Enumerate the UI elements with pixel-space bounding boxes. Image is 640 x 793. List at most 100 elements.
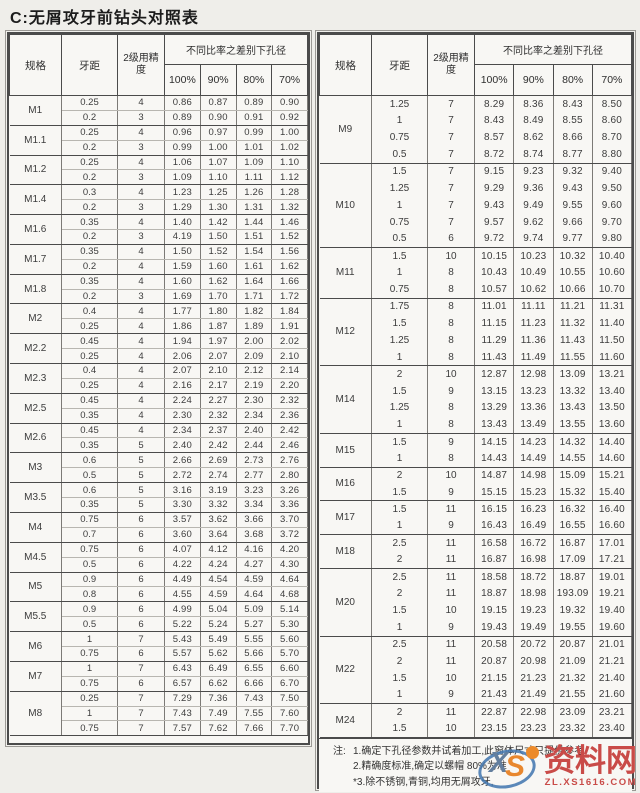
diameter-90-cell: 16.23 xyxy=(513,500,554,518)
table-row: 0.35 4 2.30 2.32 2.34 2.36 xyxy=(10,408,308,424)
precision-cell: 4 xyxy=(117,274,165,290)
precision-cell: 6 xyxy=(117,646,165,662)
pitch-cell: 0.2 xyxy=(61,110,118,126)
precision-cell: 8 xyxy=(427,281,475,299)
diameter-70-cell: 13.50 xyxy=(591,399,633,417)
pitch-cell: 0.75 xyxy=(61,720,118,737)
precision-column-header: 2级用精度 xyxy=(117,34,165,96)
diameter-70-cell: 6.70 xyxy=(271,676,308,692)
diameter-80-cell: 1.26 xyxy=(235,184,273,201)
diameter-80-cell: 10.32 xyxy=(552,247,593,265)
precision-cell: 5 xyxy=(117,497,165,513)
table-row: 1 8 14.43 14.49 14.55 14.60 xyxy=(320,450,633,468)
diameter-80-cell: 13.09 xyxy=(552,365,593,383)
pitch-cell: 1.5 xyxy=(371,602,428,620)
diameter-90-cell: 1.62 xyxy=(199,274,237,290)
diameter-90-cell: 18.72 xyxy=(513,568,554,586)
diameter-70-cell: 1.46 xyxy=(271,214,308,231)
spec-cell: M1.4 xyxy=(9,184,62,216)
diameter-100-cell: 14.87 xyxy=(473,467,515,484)
diameter-80-cell: 9.77 xyxy=(552,230,593,249)
precision-cell: 10 xyxy=(427,247,475,265)
diameter-90-cell: 5.49 xyxy=(199,631,237,647)
diameter-70-cell: 17.21 xyxy=(591,551,633,569)
diameter-100-cell: 13.29 xyxy=(473,399,515,417)
table-row: M1.4 0.3 4 1.23 1.25 1.26 1.28 xyxy=(9,184,308,216)
diameter-70-cell: 21.40 xyxy=(591,669,633,687)
diameter-80-cell: 8.77 xyxy=(552,146,593,164)
pitch-cell: 0.2 xyxy=(61,199,118,216)
diameter-70-cell: 2.32 xyxy=(271,393,308,409)
pitch-cell: 0.75 xyxy=(61,676,118,692)
diameter-100-cell: 6.57 xyxy=(164,676,201,692)
precision-cell: 10 xyxy=(427,720,475,738)
table-row: 1 9 19.43 19.49 19.55 19.60 xyxy=(320,619,633,637)
diameter-90-cell: 2.32 xyxy=(199,408,237,424)
pitch-cell: 0.25 xyxy=(61,378,118,394)
diameter-100-cell: 20.87 xyxy=(473,652,515,670)
table-row: 2 11 20.87 20.98 21.09 21.21 xyxy=(320,652,633,670)
table-row: M10 1.5 7 9.15 9.23 9.32 9.40 xyxy=(319,163,633,249)
diameter-80-cell: 13.55 xyxy=(552,416,593,434)
diameter-80-cell: 2.44 xyxy=(235,437,273,454)
diameter-80-cell: 4.59 xyxy=(235,572,273,588)
diameter-90-cell: 1.80 xyxy=(199,303,237,320)
table-row: 0.5 6 4.22 4.24 4.27 4.30 xyxy=(10,557,308,573)
logo-letter-s: S xyxy=(505,749,526,783)
diameter-90-cell: 14.98 xyxy=(513,467,554,484)
precision-cell: 9 xyxy=(427,517,475,536)
spec-cell: M9 xyxy=(319,95,372,164)
pitch-cell: 0.4 xyxy=(61,303,118,320)
diameter-80-cell: 1.51 xyxy=(235,229,273,245)
diameter-80-cell: 14.32 xyxy=(552,433,593,451)
diameter-100-cell: 11.29 xyxy=(473,331,515,349)
precision-cell: 8 xyxy=(427,450,475,468)
diameter-100-cell: 11.43 xyxy=(473,348,515,367)
note-line-3: *3.除不锈钢,青铜,均用无屑攻牙, xyxy=(353,776,494,788)
diameter-70-cell: 5.30 xyxy=(271,616,308,633)
diameter-70-cell: 1.28 xyxy=(271,184,308,201)
diameter-90-cell: 12.98 xyxy=(513,365,554,383)
spec-cell: M1 xyxy=(9,95,62,126)
diameter-100-cell: 10.43 xyxy=(473,264,515,282)
table-row: 1 8 10.43 10.49 10.55 10.60 xyxy=(320,264,633,282)
spec-column-header: 规格 xyxy=(319,34,372,96)
precision-cell: 11 xyxy=(427,500,475,518)
table-row: M5 0.9 6 4.49 4.54 4.59 4.64 xyxy=(9,572,308,603)
watermark-logo: X S xyxy=(474,743,542,793)
diameter-90-cell: 21.23 xyxy=(513,669,554,687)
diameter-70-cell: 7.60 xyxy=(271,706,308,722)
diameter-70-cell: 8.60 xyxy=(591,112,633,130)
precision-cell: 4 xyxy=(117,348,165,365)
diameter-90-cell: 7.49 xyxy=(199,706,237,722)
precision-cell: 7 xyxy=(117,631,165,647)
diameter-70-cell: 19.40 xyxy=(591,602,633,620)
diameter-90-cell: 1.10 xyxy=(199,169,237,186)
pitch-cell: 0.35 xyxy=(61,214,118,231)
diameter-70-cell: 6.60 xyxy=(271,661,308,677)
ratio-header-80: 80% xyxy=(552,64,593,96)
diameter-80-cell: 11.32 xyxy=(552,315,593,332)
diameter-90-cell: 14.23 xyxy=(513,433,554,451)
table-row: 1.5 8 11.15 11.23 11.32 11.40 xyxy=(320,315,633,332)
diameter-100-cell: 10.57 xyxy=(473,281,515,299)
diameter-90-cell: 20.98 xyxy=(513,652,554,670)
precision-cell: 6 xyxy=(117,572,165,588)
table-row: M2.5 0.45 4 2.24 2.27 2.30 2.32 xyxy=(9,393,308,424)
diameter-70-cell: 2.42 xyxy=(271,423,308,439)
diameter-70-cell: 3.36 xyxy=(271,497,308,513)
table-row: 1.25 7 9.29 9.36 9.43 9.50 xyxy=(320,179,633,197)
diameter-80-cell: 2.77 xyxy=(235,467,273,484)
diameter-90-cell: 8.74 xyxy=(513,146,554,164)
diameter-70-cell: 2.80 xyxy=(271,467,308,484)
diameter-70-cell: 14.60 xyxy=(591,450,633,468)
diameter-100-cell: 2.06 xyxy=(164,348,201,365)
precision-cell: 4 xyxy=(117,303,165,320)
diameter-80-cell: 2.40 xyxy=(235,423,273,439)
precision-cell: 7 xyxy=(427,129,475,147)
diameter-80-cell: 13.43 xyxy=(552,399,593,417)
precision-cell: 6 xyxy=(117,586,165,603)
precision-cell: 7 xyxy=(427,146,475,164)
diameter-70-cell: 8.70 xyxy=(591,129,633,147)
left-table: 规格 牙距 2级用精度 不同比率之差别下孔径 100% 90% 80% 70% … xyxy=(9,34,308,737)
